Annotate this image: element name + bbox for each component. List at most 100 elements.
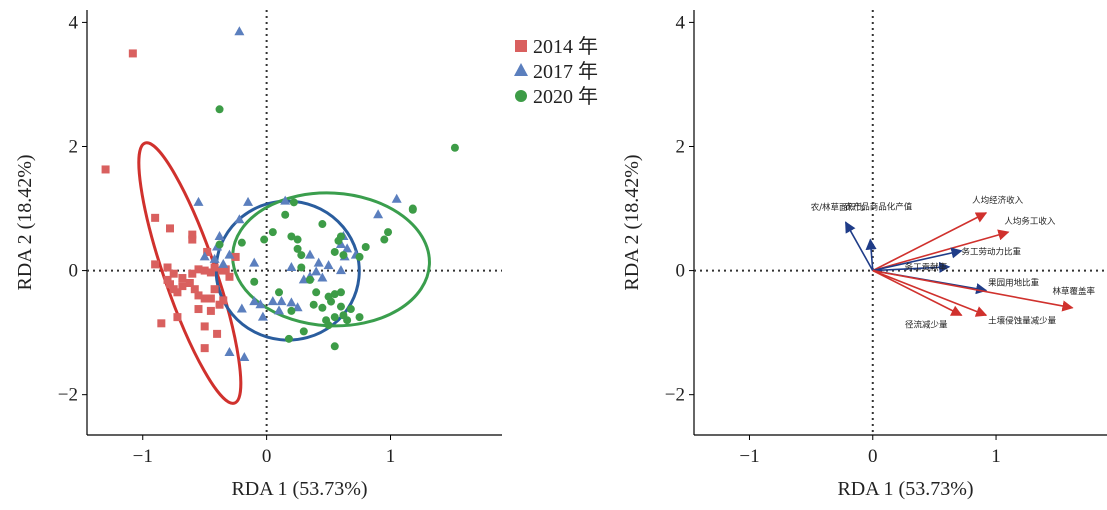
data-point-square [206,306,215,315]
data-point-circle [408,205,417,214]
data-point-circle [287,306,296,315]
data-point-circle [284,334,293,343]
data-point-triangle [243,196,254,206]
data-point-triangle [292,302,303,312]
data-point-circle [281,210,290,219]
data-point-circle [318,303,327,312]
x-tick-label: −1 [133,446,153,467]
data-point-circle [330,290,339,299]
data-point-square [188,230,197,239]
data-point-square [166,280,174,289]
data-point-circle [215,105,224,114]
panel-2: −1 0 1 −2 0 2 4 RDA 1 (53.73%) RDA 2 (18.42%) 农/林… [621,10,1107,500]
data-point-circle [287,232,296,241]
data-point-square [210,285,219,294]
data-point-circle [250,277,259,286]
data-point-circle [318,220,327,229]
vector-label: 务工贡献率 [905,262,948,273]
y-tick-label: −2 [665,385,685,406]
data-point-circle [293,235,302,244]
vector-label: 林草覆盖率 [1052,286,1095,297]
data-point-square [128,49,137,58]
data-point-square [188,269,197,278]
data-point-triangle [317,272,328,282]
data-point-triangle [199,251,210,261]
x-tick-label: −1 [739,446,759,467]
data-point-triangle [249,296,260,306]
data-point-triangle [218,258,229,268]
data-point-triangle [276,296,287,306]
data-point-square [151,260,160,269]
vector-arrow [872,269,963,316]
data-point-square [163,263,172,272]
data-point-triangle [286,261,297,271]
data-point-triangle [323,260,334,270]
data-point-circle [268,228,277,237]
data-point-square [210,263,219,272]
data-point-circle [355,313,364,322]
data-point-triangle [209,253,220,263]
data-point-circle [312,288,321,297]
data-point-circle [299,327,308,336]
data-point-square [194,305,203,314]
data-point-square [221,265,230,274]
data-point-square [194,265,203,274]
vector-label: 土壤侵蚀量减少量 [988,315,1057,326]
data-point-square [101,165,110,174]
data-point-triangle [234,214,245,224]
data-point-square [173,288,182,297]
vector-arrow [865,238,877,271]
data-point-square [200,294,209,303]
data-point-triangle [193,196,204,206]
vector-label: 果园用地比重 [988,277,1040,288]
data-point-triangle [234,26,245,36]
y-axis-title: RDA 2 (18.42%) [14,154,36,290]
confidence-ellipse [231,191,431,328]
data-point-square [206,294,215,303]
data-point-square [178,274,187,283]
data-point-square [194,291,203,300]
data-point-square [178,282,187,291]
data-point-square [166,224,174,233]
data-point-triangle [286,297,297,307]
data-point-triangle [249,257,260,267]
data-point-circle [275,288,284,297]
x-axis-title: RDA 1 (53.73%) [231,478,367,500]
data-point-triangle [342,243,353,253]
data-point-circle [293,244,302,253]
data-point-square [200,344,209,353]
legend-marker-square [515,40,527,52]
data-point-circle [339,251,348,260]
data-point-circle [384,228,393,237]
data-point-square [225,272,234,281]
data-point-circle [237,238,246,247]
vector-arrow [872,261,951,273]
vector-label: 农/林草面积比 [811,202,865,213]
legend-label: 2017 年 [533,60,598,83]
data-point-square [219,296,228,305]
data-point-circle [289,198,298,207]
data-point-circle [324,321,333,330]
vector-label: 人均务工收入 [1004,216,1056,227]
data-point-triangle [224,249,235,259]
data-point-square [157,319,166,328]
data-point-triangle [274,305,285,315]
data-point-triangle [255,299,266,309]
data-point-triangle [304,249,315,259]
data-point-square [185,278,194,287]
data-point-square [215,300,224,309]
data-point-circle [334,236,343,245]
legend-marker-triangle [514,63,528,76]
data-point-triangle [236,303,247,313]
data-point-square [169,269,178,278]
data-point-circle [450,143,459,152]
vector-arrow [872,269,1074,312]
data-point-square [206,268,215,277]
data-point-square [163,275,172,284]
data-point-circle [346,305,355,314]
data-point-triangle [267,296,278,306]
data-point-triangle [224,346,235,356]
data-point-triangle [335,265,346,275]
